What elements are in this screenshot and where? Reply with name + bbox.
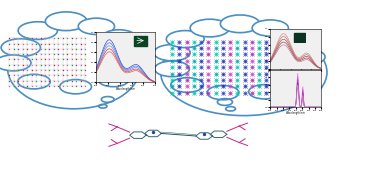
- Circle shape: [18, 74, 50, 89]
- Circle shape: [166, 31, 204, 48]
- Circle shape: [60, 80, 91, 94]
- Circle shape: [190, 19, 229, 37]
- Circle shape: [115, 51, 146, 65]
- Circle shape: [155, 61, 189, 77]
- Circle shape: [220, 15, 260, 33]
- Circle shape: [98, 73, 129, 87]
- Circle shape: [18, 22, 57, 39]
- Circle shape: [252, 20, 288, 36]
- Circle shape: [249, 85, 280, 99]
- Circle shape: [102, 30, 136, 45]
- Ellipse shape: [161, 29, 327, 116]
- Circle shape: [291, 49, 325, 65]
- Circle shape: [78, 18, 115, 35]
- Ellipse shape: [8, 27, 140, 109]
- Circle shape: [0, 55, 31, 71]
- Circle shape: [154, 45, 190, 61]
- Circle shape: [45, 12, 87, 31]
- Circle shape: [171, 78, 203, 92]
- Circle shape: [1, 39, 40, 56]
- Circle shape: [286, 74, 319, 89]
- Circle shape: [275, 31, 311, 47]
- Circle shape: [207, 86, 239, 100]
